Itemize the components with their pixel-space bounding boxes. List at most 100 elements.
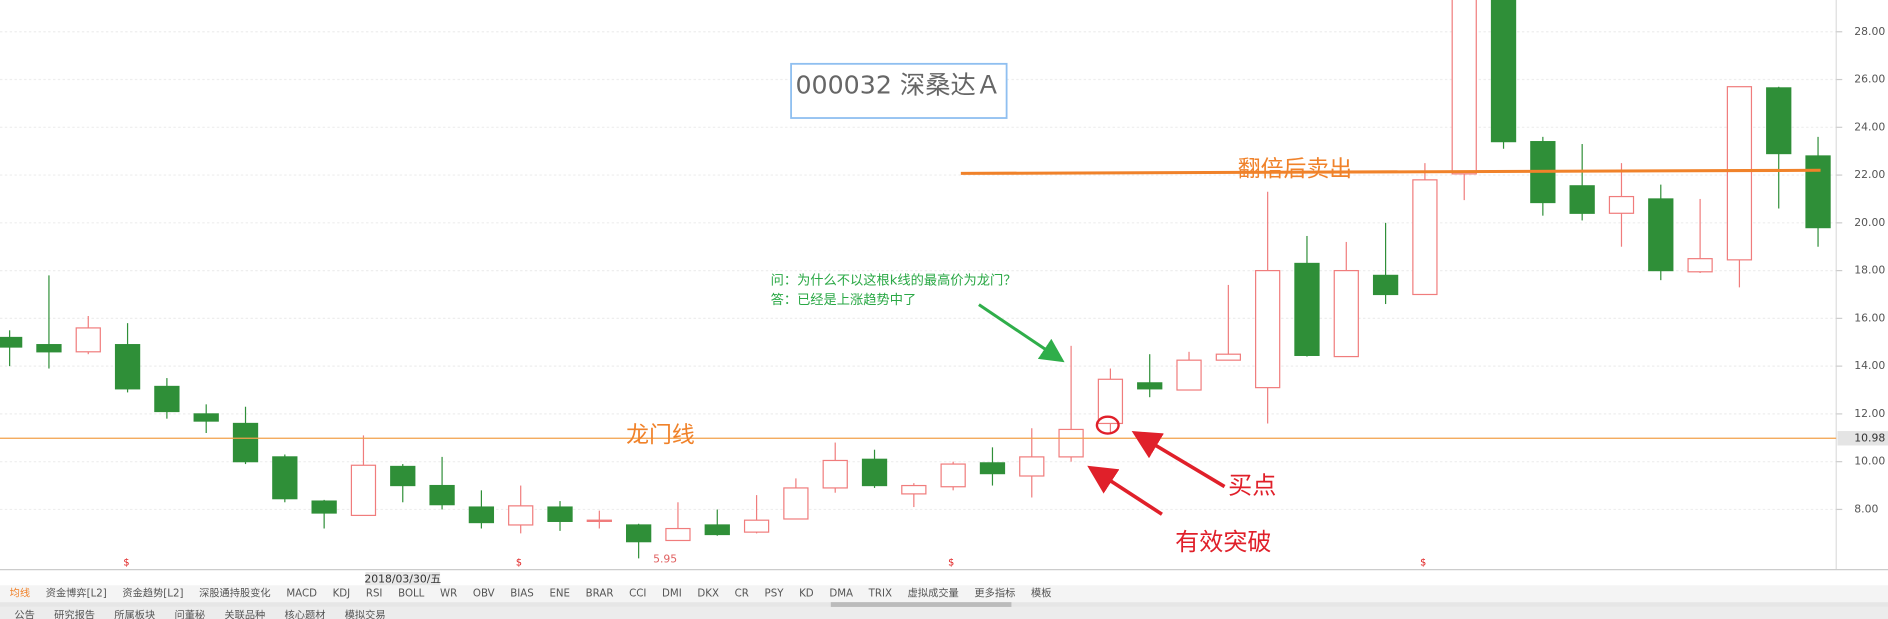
- toolbar-item[interactable]: MACD: [286, 589, 317, 600]
- candle-body: [1569, 185, 1595, 214]
- candle-body: [665, 527, 691, 542]
- marker: $: [123, 557, 129, 568]
- marker: $: [1420, 557, 1426, 568]
- sell-line: [960, 168, 1821, 175]
- toolbar-item[interactable]: BRAR: [586, 589, 614, 600]
- candle-body: [429, 484, 455, 506]
- tab[interactable]: 研究报告: [54, 608, 95, 619]
- price-box: [1837, 431, 1888, 446]
- tabs-bg: [0, 606, 1888, 619]
- tab[interactable]: 所属板块: [114, 608, 155, 619]
- toolbar-item[interactable]: DKX: [697, 589, 719, 600]
- tab[interactable]: 关联品种: [224, 608, 265, 619]
- y-tick-label: 28.00: [1854, 25, 1885, 38]
- candle-body: [1648, 198, 1674, 272]
- scroll-thumb[interactable]: [830, 602, 1012, 607]
- y-tick-label: 22.00: [1854, 168, 1885, 181]
- toolbar-item[interactable]: 资金趋势[L2]: [122, 587, 183, 600]
- candle-body: [75, 327, 101, 353]
- y-tick-label: 20.00: [1854, 216, 1885, 229]
- candle-body: [979, 462, 1006, 475]
- toolbar-item[interactable]: 更多指标: [974, 587, 1015, 600]
- arrow: [978, 303, 1065, 363]
- y-tick-label: 26.00: [1854, 73, 1885, 86]
- candle-body: [1726, 86, 1753, 261]
- arrow: [1087, 465, 1163, 516]
- toolbar-item[interactable]: WR: [440, 589, 457, 600]
- candle-body: [390, 465, 416, 487]
- toolbar-item[interactable]: BIAS: [510, 589, 534, 600]
- candle-body: [232, 422, 259, 463]
- candle-body: [1019, 456, 1045, 477]
- toolbar-item[interactable]: DMI: [662, 589, 682, 600]
- tab[interactable]: 公告: [14, 608, 34, 619]
- toolbar-item[interactable]: BOLL: [398, 589, 425, 600]
- candle-body: [547, 506, 573, 522]
- toolbar-item[interactable]: 虚拟成交量: [908, 587, 959, 600]
- y-tick-label: 18.00: [1854, 264, 1885, 277]
- toolbar-item[interactable]: 模板: [1031, 587, 1051, 600]
- candle-body: [940, 463, 966, 488]
- candle-body: [704, 524, 730, 536]
- candle-body: [1333, 269, 1359, 358]
- candle-body: [1294, 262, 1320, 356]
- question: 问：为什么不以这根k线的最高价为龙门？: [771, 272, 1017, 289]
- toolbar-item[interactable]: 均线: [10, 587, 30, 600]
- y-tick-label: 10.00: [1854, 455, 1885, 468]
- candle-body: [114, 344, 141, 390]
- toolbar-item[interactable]: OBV: [473, 589, 495, 600]
- price-label: 10.98: [1854, 431, 1885, 444]
- candle-body: [1490, 0, 1517, 143]
- candle-body: [272, 456, 298, 500]
- toolbar-item[interactable]: RSI: [366, 589, 383, 600]
- candle-body: [1255, 269, 1281, 389]
- toolbar-item[interactable]: ENE: [549, 589, 570, 600]
- arrow: [1131, 431, 1226, 489]
- candle-body: [1137, 382, 1163, 390]
- date-label: 2018/03/30/五: [364, 572, 441, 585]
- candles: [0, 0, 1831, 559]
- title-box: [790, 62, 1008, 119]
- candle-body: [1058, 428, 1084, 458]
- candle-body: [743, 519, 770, 533]
- date-box: [365, 572, 441, 586]
- candle-body: [1687, 258, 1713, 273]
- toolbar-item[interactable]: 资金博弈[L2]: [46, 587, 107, 600]
- toolbar-item[interactable]: DMA: [829, 589, 853, 600]
- y-tick-label: 24.00: [1854, 120, 1885, 133]
- candle-body: [508, 505, 534, 526]
- tab[interactable]: 核心题材: [285, 608, 326, 619]
- answer: 答：已经是上涨趋势中了: [771, 291, 917, 308]
- toolbar-item[interactable]: KD: [799, 589, 814, 600]
- candle-body: [901, 484, 927, 495]
- toolbar-item[interactable]: 深股通持股变化: [199, 587, 271, 600]
- candle-body: [0, 336, 23, 348]
- toolbar-item[interactable]: TRIX: [868, 589, 892, 600]
- tab[interactable]: 模拟交易: [345, 608, 386, 619]
- toolbar-item[interactable]: PSY: [765, 589, 785, 600]
- y-tick-label: 14.00: [1854, 359, 1885, 372]
- candle-body: [468, 506, 495, 524]
- tab[interactable]: 问董秘: [174, 608, 205, 619]
- candle-body: [1805, 155, 1831, 229]
- toolbar-item[interactable]: CR: [735, 589, 749, 600]
- toolbar-bg: [0, 585, 1888, 603]
- toolbar-item[interactable]: CCI: [629, 589, 646, 600]
- y-tick-label: 8.00: [1854, 502, 1878, 515]
- low-label: 5.95: [653, 553, 677, 566]
- toolbar-item[interactable]: KDJ: [333, 589, 351, 600]
- candle-body: [861, 458, 888, 487]
- candle-body: [1372, 274, 1399, 296]
- candle-body: [193, 413, 219, 422]
- breakout: 有效突破: [1175, 528, 1271, 556]
- candle-body: [1451, 0, 1477, 175]
- candle-body: [1608, 195, 1635, 214]
- y-tick-label: 12.00: [1854, 407, 1885, 420]
- candle-body: [311, 500, 337, 514]
- candle-body: [586, 519, 612, 522]
- sell-text: 翻倍后卖出: [1238, 156, 1352, 182]
- candle-body: [154, 385, 180, 413]
- buy-point: 买点: [1228, 472, 1276, 500]
